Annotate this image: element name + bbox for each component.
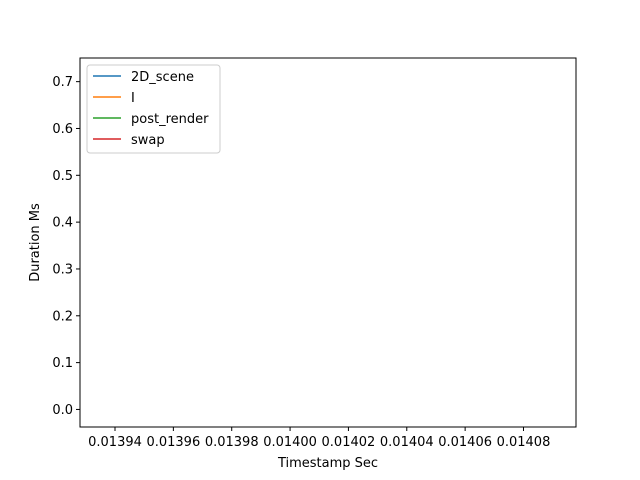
legend-label: post_render [131,112,209,127]
y-tick-label: 0.7 [52,75,73,90]
x-tick-label: 0.01404 [380,435,434,450]
legend-label: swap [131,133,165,148]
plot-frame [79,57,577,428]
x-tick-label: 0.01400 [263,435,317,450]
y-tick-label: 0.6 [52,122,73,137]
y-tick-label: 0.5 [52,169,73,184]
x-tick-label: 0.01396 [146,435,200,450]
y-axis-label: Duration Ms [28,203,43,282]
y-tick-label: 0.4 [52,216,73,231]
x-tick-label: 0.01406 [438,435,492,450]
x-tick-label: 0.01398 [205,435,259,450]
x-tick-label: 0.01394 [88,435,142,450]
x-tick-label: 0.01402 [322,435,376,450]
legend-label: 2D_scene [131,70,194,85]
y-tick-label: 0.0 [52,403,73,418]
x-tick-label: 0.01408 [497,435,551,450]
legend-label: I [131,91,135,106]
y-tick-label: 0.3 [52,262,73,277]
x-axis-label: Timestamp Sec [277,456,378,471]
x-axis-ticks: 0.01394 0.01396 0.01398 0.01400 0.01402 0.014… [88,427,550,450]
y-tick-label: 0.1 [52,356,73,371]
y-tick-label: 0.2 [52,309,73,324]
legend-box [86,64,221,154]
y-axis-ticks: 0.0 0.1 0.2 0.3 0.4 0.5 0.6 0.7 [52,75,80,418]
